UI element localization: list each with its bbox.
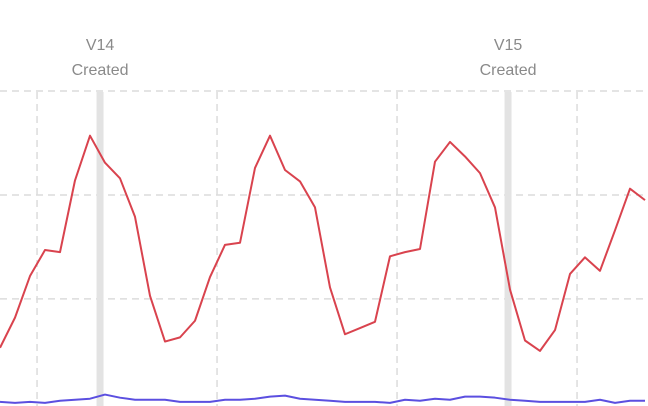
annotation-label: V15: [494, 37, 523, 54]
version-marker: [504, 92, 512, 406]
annotation-label: Created: [72, 62, 129, 79]
annotation-label: V14: [86, 37, 115, 54]
line-series: [0, 393, 645, 404]
annotation-label: Created: [480, 62, 537, 79]
line-series: [0, 134, 646, 352]
version-marker: [96, 92, 104, 406]
